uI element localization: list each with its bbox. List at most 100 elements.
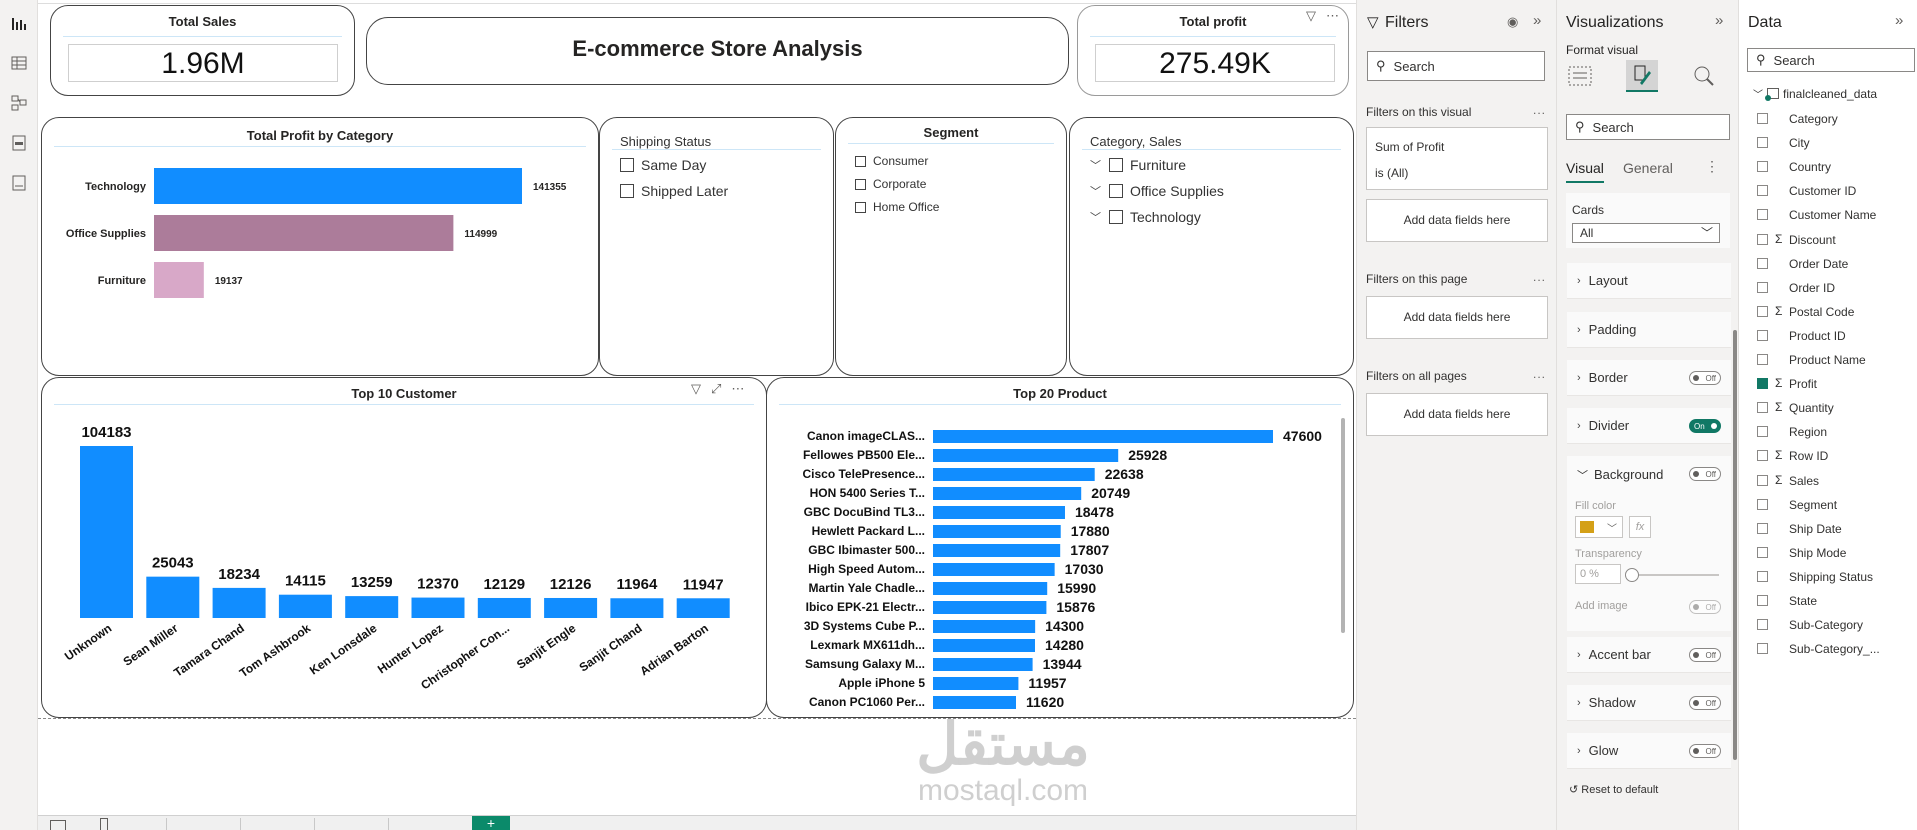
profit-by-category-visual[interactable]: Total Profit by Category Technology 14135…	[41, 117, 599, 376]
padding-section[interactable]: › Padding	[1567, 312, 1731, 348]
checkbox[interactable]	[620, 184, 634, 198]
more-options-icon[interactable]: ...	[1533, 367, 1547, 381]
field-item[interactable]: Ship Date	[1757, 521, 1842, 537]
add-page-button[interactable]: +	[472, 816, 510, 830]
border-toggle[interactable]: Off	[1689, 371, 1721, 385]
field-item[interactable]: Shipping Status	[1757, 569, 1873, 585]
divider-section[interactable]: › Divider On	[1567, 408, 1731, 444]
add-fields-page[interactable]: Add data fields here	[1366, 296, 1548, 339]
field-item[interactable]: Σ Discount	[1757, 232, 1836, 248]
collapse-pane-icon[interactable]: »	[1895, 12, 1904, 29]
filters-search-input[interactable]: ⚲ Search	[1367, 51, 1545, 81]
tab-visual[interactable]: Visual	[1566, 160, 1604, 176]
field-checkbox[interactable]	[1757, 161, 1768, 173]
eye-icon[interactable]: ◉	[1507, 14, 1519, 29]
field-checkbox[interactable]	[1757, 305, 1768, 317]
focus-mode-icon[interactable]: ⤢	[711, 381, 722, 396]
field-checkbox[interactable]	[1757, 137, 1768, 149]
tmdl-view-icon[interactable]	[7, 171, 31, 195]
conditional-format-fx-button[interactable]: fx	[1629, 516, 1651, 538]
add-image-toggle[interactable]: Off	[1689, 600, 1721, 614]
analytics-icon[interactable]	[1688, 60, 1720, 92]
field-item[interactable]: Ship Mode	[1757, 545, 1846, 561]
chevron-down-icon[interactable]: ﹀	[1090, 160, 1101, 172]
total-sales-card[interactable]: Total Sales 1.96M	[50, 5, 355, 96]
glow-toggle[interactable]: Off	[1689, 744, 1721, 758]
field-item[interactable]: Region	[1757, 424, 1827, 440]
field-item[interactable]: Σ Postal Code	[1757, 304, 1854, 320]
model-view-icon[interactable]	[7, 91, 31, 115]
checkbox[interactable]	[855, 178, 866, 190]
field-item[interactable]: Sub-Category	[1757, 617, 1863, 633]
table-view-icon[interactable]	[7, 51, 31, 75]
field-item[interactable]: Product Name	[1757, 352, 1866, 368]
viz-pane-scrollbar[interactable]	[1733, 330, 1737, 760]
segment-slicer[interactable]: Segment Consumer Corporate Home Office	[835, 117, 1067, 376]
field-checkbox[interactable]	[1757, 546, 1768, 558]
field-item[interactable]: Customer ID	[1757, 183, 1856, 199]
field-checkbox[interactable]	[1757, 595, 1768, 606]
transparency-slider-thumb[interactable]	[1625, 568, 1639, 582]
field-checkbox[interactable]	[1757, 233, 1768, 245]
field-checkbox[interactable]	[1757, 329, 1768, 341]
field-checkbox[interactable]	[1757, 281, 1768, 293]
field-checkbox[interactable]	[1757, 209, 1768, 221]
category-sales-slicer[interactable]: Category, Sales ﹀ Furniture ﹀ Office Suppl…	[1069, 117, 1354, 376]
add-fields-all-pages[interactable]: Add data fields here	[1366, 393, 1548, 436]
cards-dropdown[interactable]: All ﹀	[1572, 223, 1720, 243]
field-checkbox[interactable]	[1757, 426, 1768, 438]
border-section[interactable]: › Border Off	[1567, 360, 1731, 396]
shipping-status-slicer[interactable]: Shipping Status Same Day Shipped Later	[599, 117, 834, 376]
top-products-scrollbar[interactable]	[1341, 418, 1345, 633]
category-option-office-supplies[interactable]: ﹀ Office Supplies	[1090, 183, 1224, 199]
field-checkbox[interactable]	[1757, 619, 1768, 631]
top-customers-visual[interactable]: Top 10 Customer ▽ ⤢ ⋯ 104183 Unknown 25043…	[41, 377, 767, 718]
tab-general[interactable]: General	[1623, 160, 1673, 176]
field-checkbox[interactable]	[1757, 378, 1768, 390]
segment-option-home-office[interactable]: Home Office	[855, 200, 939, 214]
field-checkbox[interactable]	[1757, 354, 1768, 365]
field-item[interactable]: City	[1757, 135, 1810, 151]
category-option-technology[interactable]: ﹀ Technology	[1090, 209, 1201, 225]
checkbox[interactable]	[1109, 184, 1123, 198]
field-checkbox[interactable]	[1757, 570, 1768, 582]
segment-option-consumer[interactable]: Consumer	[855, 154, 928, 168]
total-profit-card[interactable]: Total profit 275.49K	[1077, 5, 1349, 96]
field-checkbox[interactable]	[1757, 522, 1768, 534]
checkbox[interactable]	[620, 158, 634, 172]
mobile-layout-icon[interactable]	[100, 818, 108, 830]
field-checkbox[interactable]	[1757, 474, 1768, 486]
fill-color-picker[interactable]: ﹀	[1575, 516, 1623, 538]
transparency-input[interactable]: 0 %	[1575, 564, 1621, 584]
field-item[interactable]: Sub-Category_...	[1757, 641, 1880, 657]
build-visual-icon[interactable]	[1564, 60, 1596, 92]
field-checkbox[interactable]	[1757, 498, 1768, 510]
viz-search-input[interactable]: ⚲ Search	[1566, 114, 1730, 140]
field-item[interactable]: Σ Profit	[1757, 376, 1817, 392]
report-view-icon[interactable]	[7, 12, 31, 36]
shipping-option-shipped-later[interactable]: Shipped Later	[620, 183, 728, 199]
more-options-icon[interactable]: ...	[1533, 270, 1547, 284]
field-checkbox[interactable]	[1757, 643, 1768, 655]
field-item[interactable]: Order Date	[1757, 256, 1848, 272]
data-search-input[interactable]: ⚲ Search	[1747, 48, 1915, 72]
checkbox[interactable]	[1109, 210, 1123, 224]
top-products-visual[interactable]: Top 20 Product Canon imageCLAS... 47600 Fe…	[766, 377, 1354, 718]
field-item[interactable]: State	[1757, 593, 1817, 609]
field-item[interactable]: Customer Name	[1757, 207, 1876, 223]
field-item[interactable]: Product ID	[1757, 328, 1846, 344]
chevron-down-icon[interactable]: ﹀	[1090, 212, 1101, 224]
field-checkbox[interactable]	[1757, 113, 1768, 124]
segment-option-corporate[interactable]: Corporate	[855, 177, 926, 191]
collapse-pane-icon[interactable]: »	[1533, 12, 1542, 29]
transparency-slider-track[interactable]	[1629, 574, 1719, 576]
checkbox[interactable]	[855, 201, 866, 213]
more-options-icon[interactable]: ⋯	[1326, 8, 1339, 23]
accent-bar-section[interactable]: › Accent bar Off	[1567, 637, 1731, 673]
filter-icon[interactable]: ▽	[1306, 8, 1316, 23]
filter-card-sum-of-profit[interactable]: Sum of Profit is (All)	[1366, 127, 1548, 190]
reset-to-default-button[interactable]: ↺ Reset to default	[1569, 783, 1658, 796]
background-header[interactable]: ﹀ Background	[1577, 467, 1663, 483]
field-checkbox[interactable]	[1757, 450, 1768, 462]
more-options-icon[interactable]: ...	[1533, 103, 1547, 117]
